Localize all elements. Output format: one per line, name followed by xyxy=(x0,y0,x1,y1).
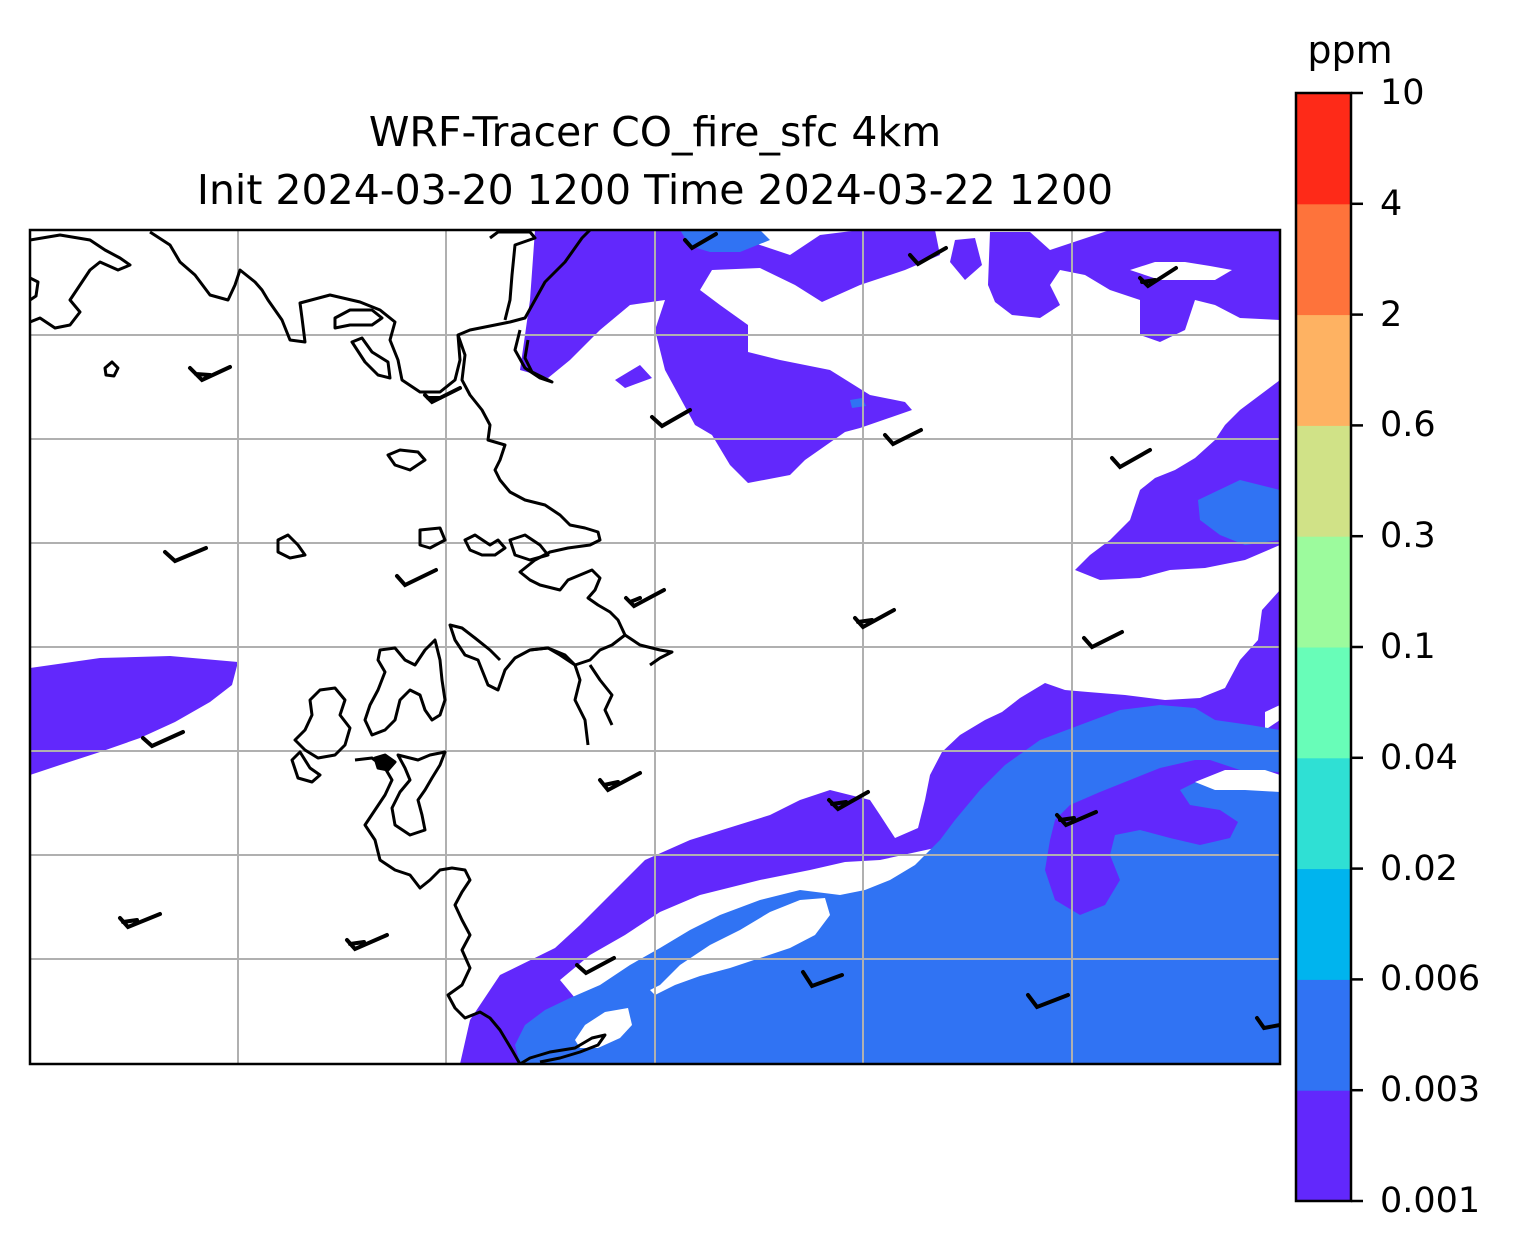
colorbar-tick-label: 0.1 xyxy=(1380,627,1436,667)
plume-speck xyxy=(615,365,652,388)
wind-barb xyxy=(141,730,185,749)
plot-title-line-2: Init 2024-03-20 1200 Time 2024-03-22 120… xyxy=(196,166,1114,214)
coast-bay-c xyxy=(624,633,674,667)
coast-north xyxy=(149,230,592,394)
wind-barb xyxy=(801,970,844,989)
colorbar-segment xyxy=(1296,647,1351,759)
coast-archipelago-c xyxy=(290,750,322,784)
wind-barb xyxy=(188,365,232,383)
wind-barb xyxy=(624,588,666,609)
island-central-a xyxy=(418,526,447,550)
core-north xyxy=(680,230,770,252)
plume-south xyxy=(460,380,1280,1064)
wind-barb xyxy=(883,428,923,447)
wind-barb xyxy=(575,956,616,976)
map-frame xyxy=(28,228,1282,1066)
colorbar-segment xyxy=(1296,93,1351,205)
colorbar-tick-label: 0.6 xyxy=(1380,405,1436,446)
hole-east xyxy=(1195,770,1280,792)
plume-west xyxy=(30,656,238,775)
coast-north-inlet xyxy=(489,230,537,321)
colorbar-segment xyxy=(1296,425,1351,537)
wind-barb xyxy=(650,408,692,429)
wind-barb xyxy=(683,232,718,251)
plume-north-east-a xyxy=(950,238,982,280)
colorbar-segment xyxy=(1296,536,1351,648)
island-west xyxy=(103,360,120,378)
colorbar-tick-label: 0.3 xyxy=(1380,516,1436,557)
coast-peninsula xyxy=(513,329,554,384)
colorbar-segment xyxy=(1296,203,1351,316)
wind-barb xyxy=(853,608,896,630)
island-central-b xyxy=(386,448,427,472)
colorbar-tick-label: 4 xyxy=(1380,183,1403,224)
island-north-b xyxy=(350,336,392,380)
coast-southwest xyxy=(354,756,522,1064)
plume-north xyxy=(520,230,940,483)
colorbar-segment xyxy=(1296,757,1351,870)
map-gridlines xyxy=(30,230,1280,1064)
plume-north-east-b xyxy=(988,230,1280,342)
map-panel xyxy=(30,230,1280,1064)
colorbar-tick-label: 0.003 xyxy=(1380,1070,1481,1111)
island-central-e xyxy=(508,533,550,562)
island-central-c xyxy=(276,533,307,560)
coast-archipelago-b xyxy=(293,686,352,760)
colorbar-tick-label: 10 xyxy=(1380,73,1425,113)
colorbar-tick-label: 2 xyxy=(1380,294,1403,335)
wind-barb xyxy=(423,386,462,405)
colorbar-tick-label: 0.04 xyxy=(1380,737,1458,778)
coast-northwest xyxy=(30,233,132,330)
hole-center xyxy=(650,898,830,995)
island-north-a xyxy=(333,308,384,330)
wind-barb xyxy=(1110,448,1152,470)
core-east xyxy=(1198,480,1280,545)
coastlines xyxy=(30,230,674,1064)
wind-barbs xyxy=(118,232,1280,1031)
coast-central xyxy=(448,334,627,692)
wind-barb xyxy=(1082,630,1124,650)
colorbar-tick-label: 0.02 xyxy=(1380,848,1458,889)
wind-barb xyxy=(1255,1016,1280,1031)
colorbar-tick-label: 0.001 xyxy=(1380,1181,1481,1221)
wind-barb xyxy=(598,771,642,793)
band-east-edge xyxy=(1045,760,1280,915)
colorbar-segment xyxy=(1296,1090,1351,1202)
coast-south xyxy=(519,1033,607,1064)
wind-barb xyxy=(827,790,870,812)
wind-barb xyxy=(1055,810,1098,828)
coast-archipelago-a xyxy=(363,638,447,737)
wind-barb xyxy=(1026,993,1070,1010)
colorbar-tick-label: 0.006 xyxy=(1380,959,1481,1000)
colorbar-segment xyxy=(1296,314,1351,426)
wind-barb xyxy=(118,912,162,930)
wind-barb xyxy=(908,246,948,267)
wind-barb xyxy=(1138,266,1178,289)
colorbar-segment xyxy=(1296,979,1351,1091)
colorbar-ticks xyxy=(1351,91,1363,1203)
wind-barb xyxy=(395,568,438,588)
hole-north-east xyxy=(1130,262,1232,280)
coast-southwest-inlet xyxy=(390,750,447,837)
colorbar xyxy=(1296,93,1351,1202)
colorbar-units: ppm xyxy=(1307,28,1393,72)
colorbar-segment xyxy=(1296,868,1351,980)
island-central-d xyxy=(463,533,507,557)
plot-title-line-1: WRF-Tracer CO_fire_sfc 4km xyxy=(368,108,942,156)
wind-barb xyxy=(345,933,389,952)
wind-barb xyxy=(163,546,208,564)
coast-bay xyxy=(529,646,590,746)
coast-northwest-b xyxy=(30,276,40,302)
concentration-fill-level1 xyxy=(30,230,1280,1064)
coast-islet xyxy=(373,753,397,772)
coast-bay-b xyxy=(588,664,614,726)
